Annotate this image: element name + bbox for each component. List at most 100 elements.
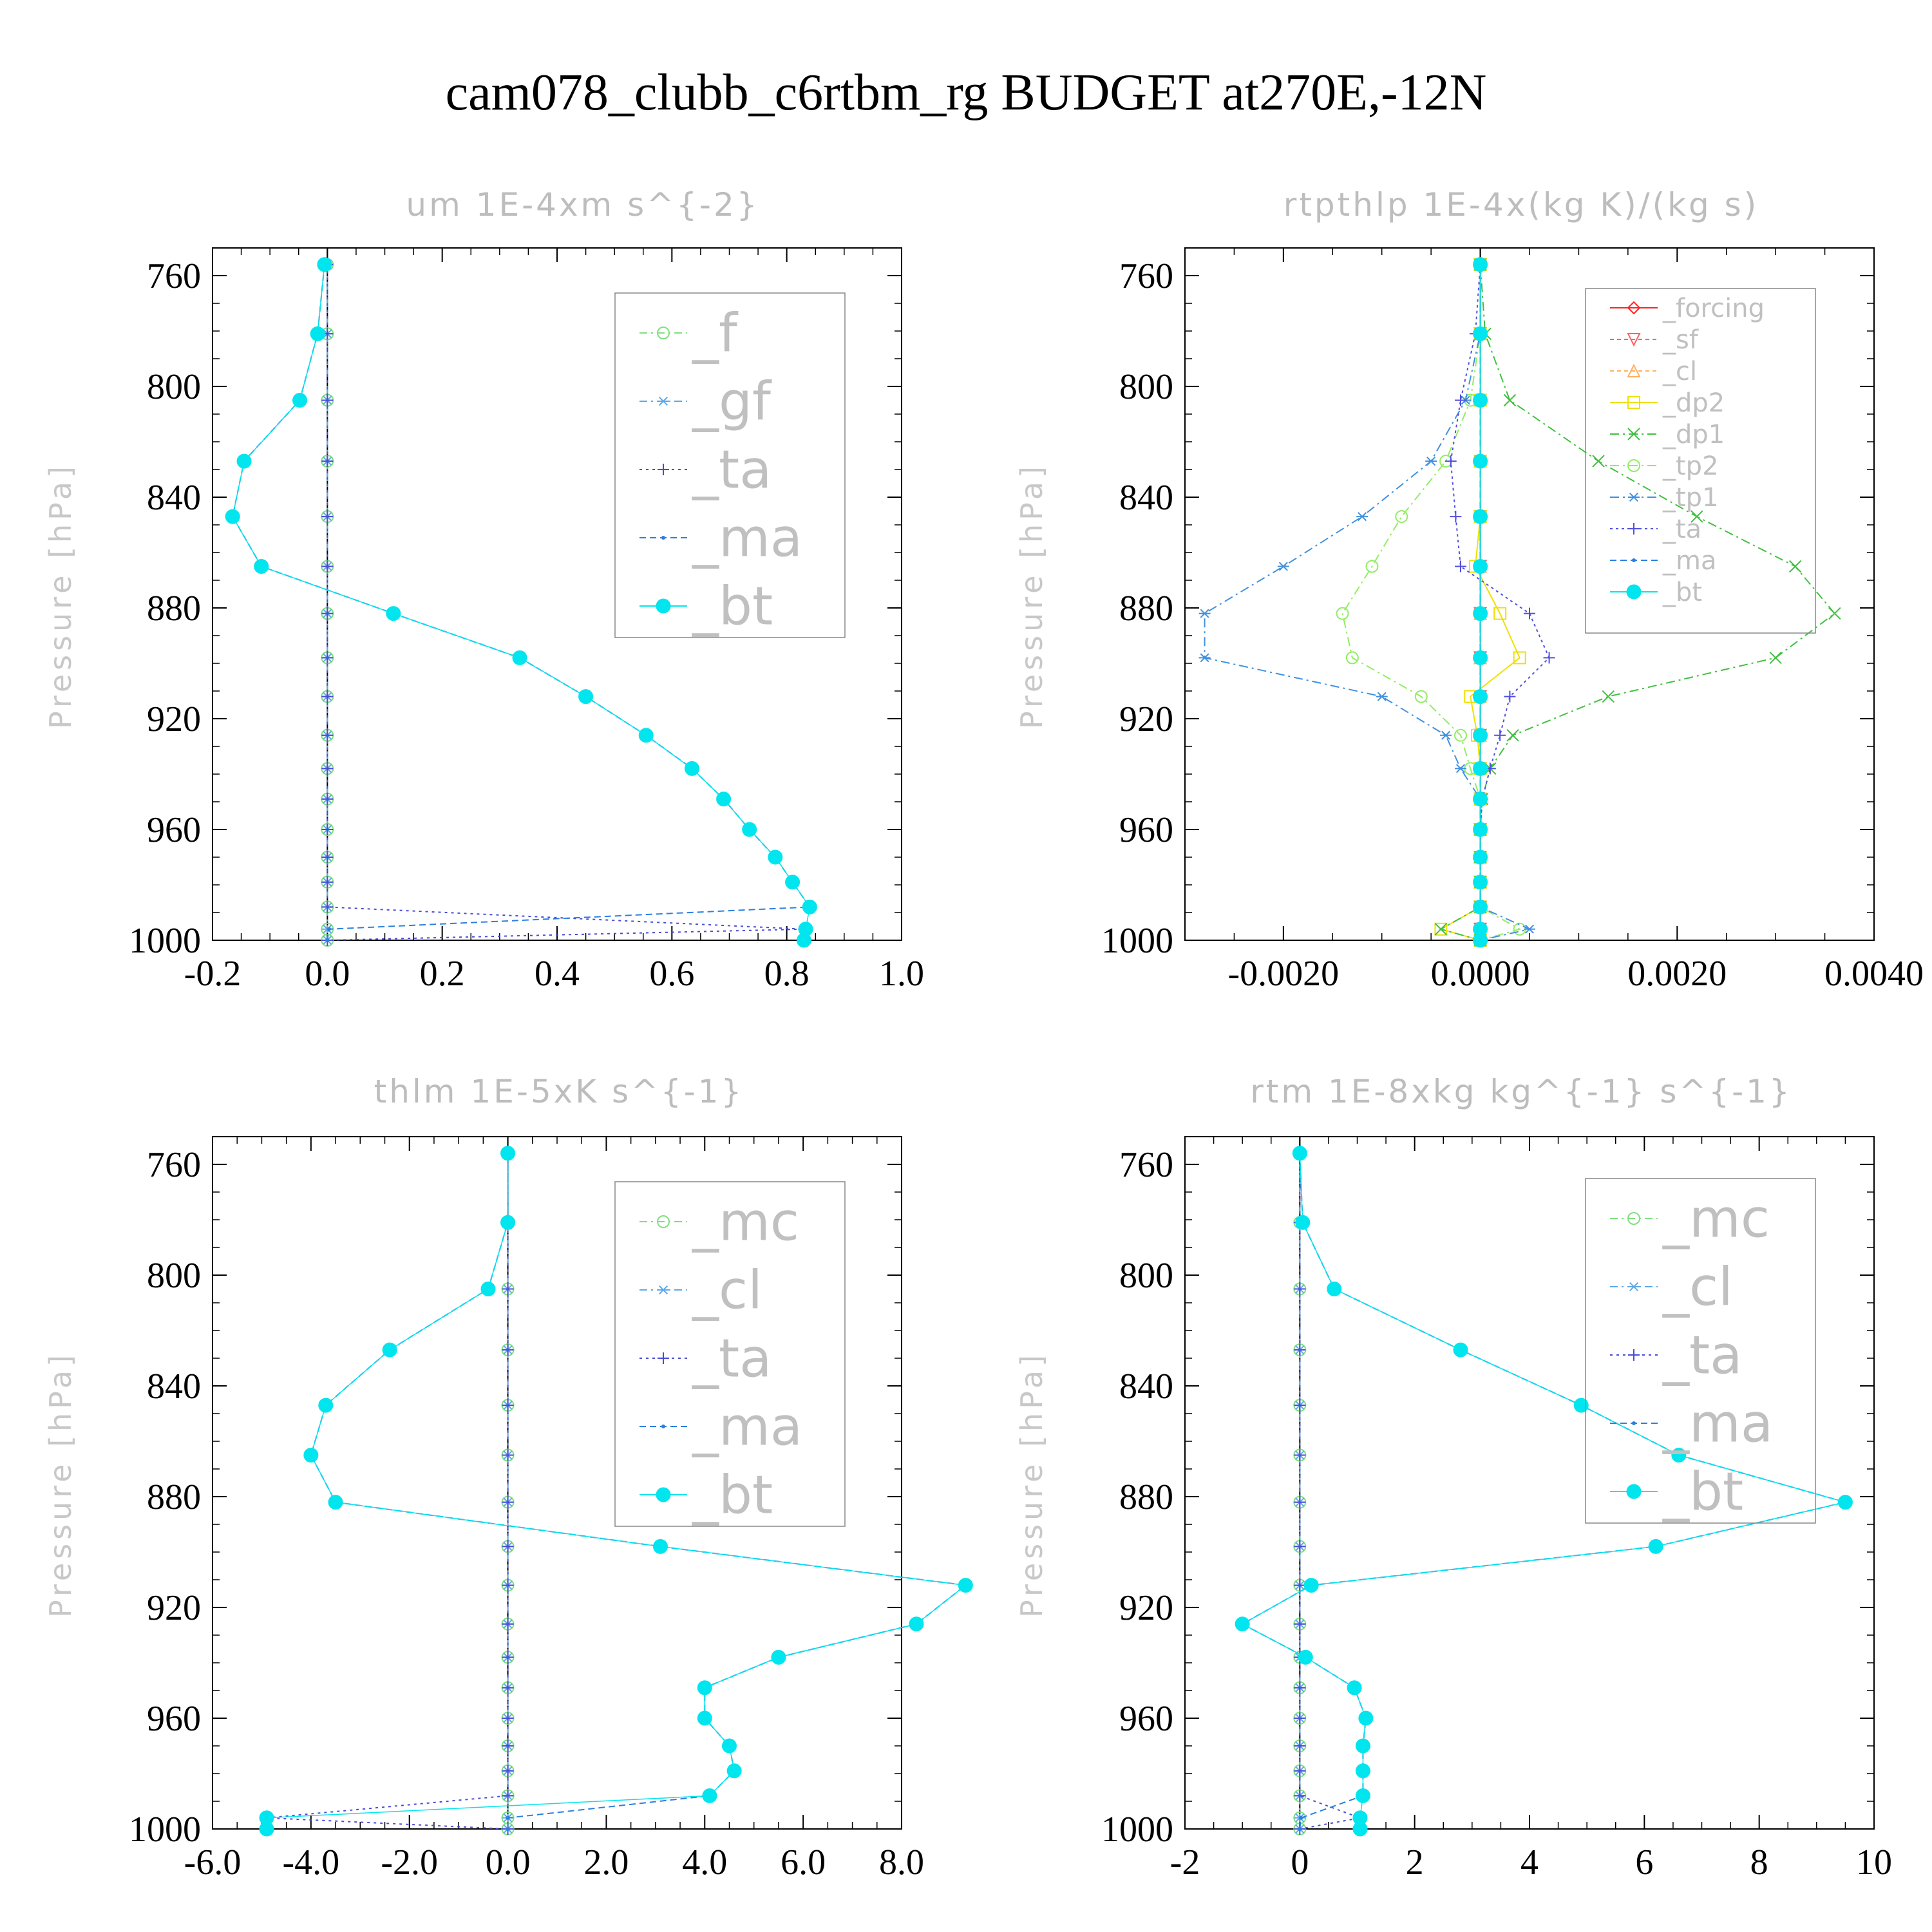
legend-marker	[1627, 1212, 1640, 1225]
data-point	[502, 1681, 514, 1694]
data-point	[321, 729, 334, 741]
x-tick-label: -6.0	[184, 1842, 242, 1882]
data-point	[502, 1618, 514, 1630]
data-point	[1336, 607, 1349, 620]
data-point	[1355, 1763, 1370, 1779]
y-tick-label: 880	[1119, 1477, 1173, 1517]
x-tick-label: 0.8	[764, 954, 810, 994]
legend-marker	[1632, 558, 1636, 562]
series-line	[327, 264, 804, 941]
legend-label: _ma	[1662, 1394, 1773, 1455]
y-tick-label: 920	[1119, 699, 1173, 739]
data-point	[1473, 257, 1488, 272]
data-point	[1789, 560, 1802, 573]
data-point	[1473, 761, 1488, 776]
data-point	[321, 876, 334, 888]
x-tick-label: 2	[1406, 1842, 1424, 1882]
y-tick-label: 960	[1119, 810, 1173, 850]
panel-title: rtpthlp 1E-4x(kg K)/(kg s)	[1283, 186, 1759, 223]
series-line	[1241, 1153, 1846, 1830]
data-point	[1294, 1399, 1306, 1412]
y-tick-label: 1000	[1101, 921, 1173, 961]
data-point	[796, 933, 811, 948]
data-point	[722, 1738, 737, 1754]
data-point	[1473, 650, 1488, 665]
data-point	[1473, 393, 1488, 408]
data-point	[802, 899, 817, 914]
x-tick-label: -0.0020	[1228, 954, 1340, 994]
legend-marker	[661, 536, 665, 540]
legend-label: _f	[692, 303, 739, 365]
series-line	[1341, 264, 1522, 941]
data-point	[1294, 1681, 1306, 1694]
data-point	[321, 394, 334, 406]
x-tick-label: 8	[1750, 1842, 1768, 1882]
y-tick-label: 920	[1119, 1588, 1173, 1628]
data-point	[1473, 933, 1488, 948]
data-point	[1592, 455, 1605, 468]
data-point	[1345, 651, 1359, 665]
data-point	[958, 1578, 973, 1593]
data-point	[1494, 729, 1506, 741]
legend-label: _mc	[1662, 1189, 1770, 1250]
data-point	[502, 1651, 514, 1663]
data-point	[1294, 1712, 1306, 1724]
data-point	[1444, 455, 1457, 468]
data-point	[502, 1579, 514, 1591]
data-point	[1769, 651, 1782, 665]
series-line	[1450, 264, 1550, 940]
y-tick-label: 760	[1119, 1145, 1173, 1185]
y-tick-label: 760	[1119, 256, 1173, 296]
legend-marker	[1627, 301, 1641, 315]
data-point	[512, 650, 527, 665]
data-point	[1440, 730, 1452, 740]
y-tick-label: 1000	[1101, 1810, 1173, 1850]
data-point	[1198, 609, 1211, 618]
data-point	[1690, 510, 1703, 523]
data-point	[328, 1495, 343, 1510]
data-point	[1294, 1740, 1306, 1752]
data-point	[254, 559, 269, 574]
data-point	[1294, 1765, 1306, 1777]
legend-label: _dp1	[1662, 420, 1725, 450]
legend-label: _bt	[1662, 578, 1702, 607]
data-point	[502, 1765, 514, 1777]
y-tick-label: 960	[147, 1699, 201, 1739]
legend-label: _ma	[692, 508, 802, 569]
data-point	[716, 791, 732, 807]
data-point	[1298, 1649, 1313, 1665]
data-point	[317, 257, 332, 272]
legend-label: _bt	[692, 576, 773, 638]
data-point	[480, 1282, 496, 1296]
panel-rtm: rtm 1E-8xkg kg^{-1} s^{-1} Pressure [hPa…	[1014, 1073, 1892, 1882]
y-tick-label: 1000	[129, 1810, 201, 1850]
data-point	[1837, 1495, 1853, 1510]
legend-label: _ma	[1662, 546, 1716, 576]
legend-label: _ma	[692, 1397, 802, 1458]
legend-marker	[1627, 363, 1641, 377]
data-point	[225, 509, 240, 524]
data-point	[506, 1815, 510, 1820]
data-point	[1473, 822, 1488, 837]
y-tick-label: 800	[147, 367, 201, 407]
data-point	[292, 393, 308, 408]
data-point	[1473, 849, 1488, 865]
legend: _forcing_sf_cl_dp2_dp1_tp2_tp1_ta_ma_bt	[1585, 288, 1816, 634]
data-point	[502, 1790, 514, 1802]
data-point	[1295, 1215, 1311, 1230]
legend-label: _dp2	[1662, 388, 1725, 418]
data-point	[1454, 728, 1467, 742]
x-tick-label: 6.0	[781, 1842, 826, 1882]
data-point	[1524, 607, 1535, 620]
series-line	[266, 1153, 509, 1830]
data-point	[1473, 689, 1488, 705]
data-point	[1473, 875, 1488, 890]
legend-marker	[661, 1425, 665, 1428]
data-point	[1455, 394, 1466, 406]
legend-marker	[1627, 428, 1640, 440]
y-tick-label: 1000	[129, 921, 201, 961]
x-tick-label: 4	[1520, 1842, 1539, 1882]
panel-title: rtm 1E-8xkg kg^{-1} s^{-1}	[1250, 1073, 1792, 1110]
x-tick-label: -2.0	[381, 1842, 438, 1882]
plot-frame	[1184, 1136, 1875, 1830]
